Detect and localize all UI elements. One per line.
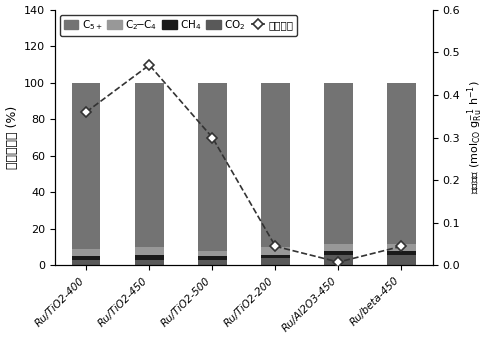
Legend: $\mathrm{C_{5+}}$, $\mathrm{C_2\!\!-\!\!C_4}$, $\mathrm{CH_4}$, $\mathrm{CO_2}$,: $\mathrm{C_{5+}}$, $\mathrm{C_2\!\!-\!\!… xyxy=(60,15,297,36)
Bar xyxy=(135,255,164,260)
Bar xyxy=(324,255,353,265)
Bar xyxy=(261,255,290,258)
Bar xyxy=(261,247,290,255)
Bar xyxy=(387,255,416,265)
Bar xyxy=(72,256,101,260)
Bar xyxy=(135,83,164,247)
Bar xyxy=(135,247,164,255)
Bar xyxy=(72,83,101,249)
Bar xyxy=(198,260,226,265)
Bar xyxy=(387,83,416,243)
Bar xyxy=(72,249,101,256)
Bar xyxy=(387,251,416,255)
Bar xyxy=(135,260,164,265)
Bar xyxy=(324,83,353,243)
Bar xyxy=(198,83,226,251)
Y-axis label: 产物选择性 (%): 产物选择性 (%) xyxy=(5,106,19,169)
Bar xyxy=(261,258,290,265)
Bar xyxy=(198,256,226,260)
Bar xyxy=(198,251,226,256)
Bar xyxy=(387,243,416,251)
Bar xyxy=(261,83,290,247)
Bar xyxy=(324,251,353,255)
Bar xyxy=(72,260,101,265)
Bar xyxy=(324,243,353,251)
Y-axis label: 反应速率 ($\mathrm{mol_{CO}\ g_{Ru}^{-1}\ h^{-1}}$): 反应速率 ($\mathrm{mol_{CO}\ g_{Ru}^{-1}\ h^… xyxy=(466,81,486,194)
